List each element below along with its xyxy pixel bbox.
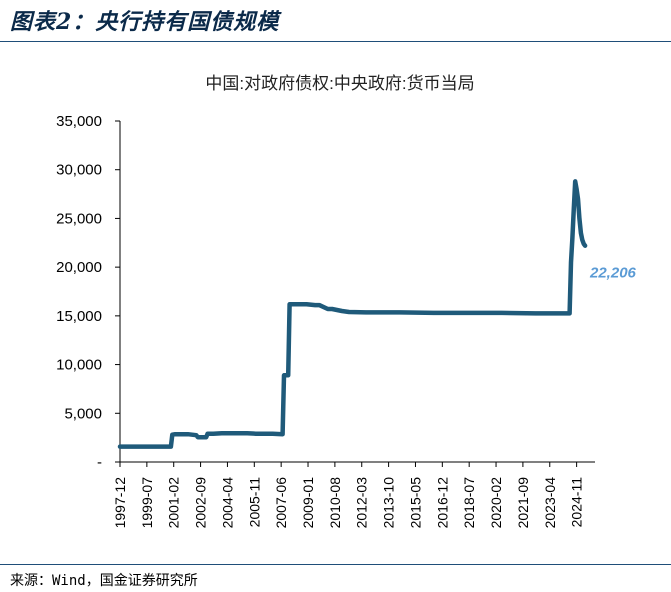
x-tick-label: 1997-12 [112,477,128,529]
y-tick-label: - [97,454,102,471]
x-tick-label: 2016-12 [434,477,450,529]
series-line [117,179,588,449]
x-tick-label: 2010-08 [327,477,343,529]
x-tick-label: 2012-03 [354,477,370,529]
line-chart: 中国:对政府债权:中央政府:货币当局 - 5,000 10,000 15,000 20,… [56,74,637,529]
y-axis: - 5,000 10,000 15,000 20,000 25,000 30,000 35,0… [56,113,121,471]
y-tick-label: 5,000 [64,405,102,422]
header-divider [0,41,671,42]
x-tick-label: 2009-01 [300,477,316,529]
footer-divider [0,564,671,565]
x-tick-label: 2020-02 [488,477,504,529]
x-axis: 1997-12 1999-07 2001-02 2002-09 2004-04 2005-… [112,461,595,529]
report-header: 图表2：央行持有国债规模 [0,0,671,42]
y-tick-label: 30,000 [56,162,102,179]
y-tick-label: 20,000 [56,259,102,276]
y-tick-label: 25,000 [56,210,102,227]
figure-title: 图表2：央行持有国债规模 [10,9,280,35]
source-note: 来源：Wind，国金证券研究所 [10,573,198,589]
y-tick-label: 35,000 [56,113,102,130]
plot-area: 22,206 [117,179,637,449]
x-tick-label: 2007-06 [273,477,289,529]
x-tick-label: 2021-09 [515,477,531,529]
chart-title: 中国:对政府债权:中央政府:货币当局 [205,74,474,93]
x-tick-label: 2004-04 [219,477,235,529]
x-tick-label: 2023-04 [542,477,558,529]
x-tick-label: 2013-10 [381,477,397,529]
last-value-label: 22,206 [589,265,637,282]
x-tick-label: 2015-05 [407,477,423,529]
y-tick-label: 10,000 [56,357,102,374]
x-tick-label: 1999-07 [139,477,155,529]
x-tick-label: 2002-09 [193,477,209,529]
x-tick-label: 2018-07 [461,477,477,529]
y-tick-label: 15,000 [56,308,102,325]
x-tick-label: 2005-11 [246,477,262,528]
x-tick-label: 2024-11 [569,477,585,528]
x-tick-label: 2001-02 [166,477,182,529]
